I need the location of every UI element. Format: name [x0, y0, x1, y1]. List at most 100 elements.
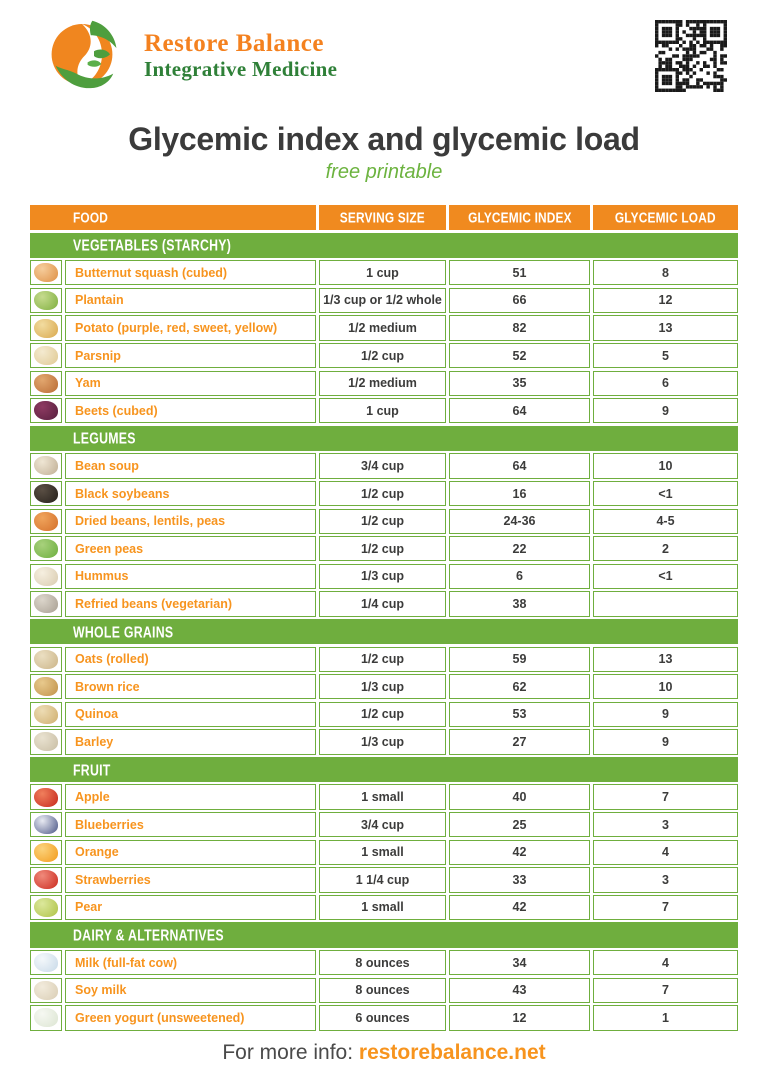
glycemic-index-value: 64	[449, 398, 590, 424]
page-title: Glycemic index and glycemic load	[128, 121, 640, 157]
glycemic-load-value: 7	[593, 977, 738, 1003]
glycemic-load-value: 13	[593, 646, 738, 672]
glycemic-index-value: 12	[449, 1005, 590, 1031]
serving-size-value: 1/2 cup	[319, 536, 446, 562]
glycemic-index-value: 33	[449, 867, 590, 893]
food-icon-cell	[30, 508, 62, 534]
soy-milk-icon	[34, 980, 58, 1000]
pear-icon	[34, 897, 58, 917]
serving-size-value: 1/3 cup	[319, 729, 446, 755]
serving-size-value: 1 cup	[319, 398, 446, 424]
column-header-label: GLYCEMIC LOAD	[615, 209, 716, 226]
glycemic-index-value: 27	[449, 729, 590, 755]
yam-icon	[34, 373, 58, 393]
food-name: Oats (rolled)	[65, 646, 316, 672]
serving-size-value: 6 ounces	[319, 1005, 446, 1031]
serving-size-value: 3/4 cup	[319, 453, 446, 479]
glycemic-load-value: 4-5	[593, 508, 738, 534]
food-icon-cell	[30, 287, 62, 314]
glycemic-load-value: 10	[593, 674, 738, 700]
glycemic-load-value: 4	[593, 950, 738, 976]
section-title: WHOLE GRAINS	[73, 622, 174, 641]
glycemic-index-value: 52	[449, 342, 590, 369]
oats-icon	[34, 649, 58, 669]
hummus-icon	[34, 566, 58, 586]
footer: For more info: restorebalance.net	[0, 1041, 768, 1065]
section-header-dairy-alternatives: DAIRY & ALTERNATIVES	[30, 922, 738, 948]
footer-text: For more info:	[222, 1041, 359, 1064]
glycemic-load-value: 9	[593, 398, 738, 424]
food-icon-cell	[30, 370, 62, 396]
section-header-fruit: FRUIT	[30, 756, 738, 783]
serving-size-value: 1/3 cup	[319, 563, 446, 590]
column-header-glycemic-load: GLYCEMIC LOAD	[593, 205, 738, 231]
food-icon-cell	[30, 591, 62, 617]
glycemic-load-value: <1	[593, 563, 738, 590]
column-header-serving-size: SERVING SIZE	[319, 205, 446, 231]
glycemic-index-value: 42	[449, 839, 590, 865]
glycemic-index-value: 64	[449, 453, 590, 479]
glycemic-load-value: 13	[593, 315, 738, 341]
food-name: Strawberries	[65, 867, 316, 893]
serving-size-value: 1/2 cup	[319, 701, 446, 727]
serving-size-value: 1/2 cup	[319, 342, 446, 369]
food-icon-cell	[30, 480, 62, 507]
page-subtitle: free printable	[325, 161, 443, 183]
footer-link[interactable]: restorebalance.net	[358, 1041, 546, 1064]
food-icon-cell	[30, 536, 62, 562]
glycemic-index-value: 43	[449, 977, 590, 1003]
food-icon-cell	[30, 701, 62, 727]
barley-icon	[34, 732, 58, 752]
potato-icon	[34, 318, 58, 338]
food-icon-cell	[30, 1005, 62, 1031]
butternut-squash-icon	[34, 263, 58, 283]
serving-size-value: 1/4 cup	[319, 591, 446, 617]
brand-text: Restore Balance Integrative Medicine	[144, 30, 337, 82]
food-icon-cell	[30, 729, 62, 755]
bean-soup-icon	[34, 456, 58, 476]
food-name: Bean soup	[65, 453, 316, 479]
food-name: Milk (full-fat cow)	[65, 950, 316, 976]
food-name: Potato (purple, red, sweet, yellow)	[65, 315, 316, 341]
glycemic-index-value: 66	[449, 287, 590, 314]
food-name: Barley	[65, 729, 316, 755]
serving-size-value: 1 small	[319, 894, 446, 921]
food-icon-cell	[30, 453, 62, 479]
food-name: Orange	[65, 839, 316, 865]
serving-size-value: 1 1/4 cup	[319, 867, 446, 893]
brown-rice-icon	[34, 677, 58, 697]
parsnip-icon	[34, 346, 58, 366]
glycemic-index-value: 62	[449, 674, 590, 700]
glycemic-load-value: <1	[593, 480, 738, 507]
food-icon-cell	[30, 342, 62, 369]
food-icon-cell	[30, 839, 62, 865]
serving-size-value: 8 ounces	[319, 950, 446, 976]
food-name: Blueberries	[65, 812, 316, 838]
food-name: Hummus	[65, 563, 316, 590]
glycemic-index-value: 82	[449, 315, 590, 341]
glycemic-index-value: 38	[449, 591, 590, 617]
glycemic-load-value	[593, 591, 738, 617]
food-icon-cell	[30, 315, 62, 341]
glycemic-index-value: 22	[449, 536, 590, 562]
qr-code-icon	[655, 20, 727, 92]
glycemic-load-value: 10	[593, 453, 738, 479]
column-header-label: FOOD	[73, 209, 109, 226]
section-title: LEGUMES	[73, 429, 136, 448]
serving-size-value: 1/3 cup or 1/2 whole	[319, 287, 446, 314]
serving-size-value: 1/2 medium	[319, 370, 446, 396]
serving-size-value: 8 ounces	[319, 977, 446, 1003]
column-header-label: SERVING SIZE	[339, 209, 426, 226]
glycemic-index-value: 59	[449, 646, 590, 672]
serving-size-value: 3/4 cup	[319, 812, 446, 838]
glycemic-index-value: 34	[449, 950, 590, 976]
quinoa-icon	[34, 704, 58, 724]
section-header-whole-grains: WHOLE GRAINS	[30, 618, 738, 645]
glycemic-index-value: 42	[449, 894, 590, 921]
glycemic-load-value: 7	[593, 894, 738, 921]
serving-size-value: 1/2 cup	[319, 480, 446, 507]
glycemic-index-value: 16	[449, 480, 590, 507]
food-name: Beets (cubed)	[65, 398, 316, 424]
plantain-icon	[34, 290, 58, 310]
food-name: Green yogurt (unsweetened)	[65, 1005, 316, 1031]
